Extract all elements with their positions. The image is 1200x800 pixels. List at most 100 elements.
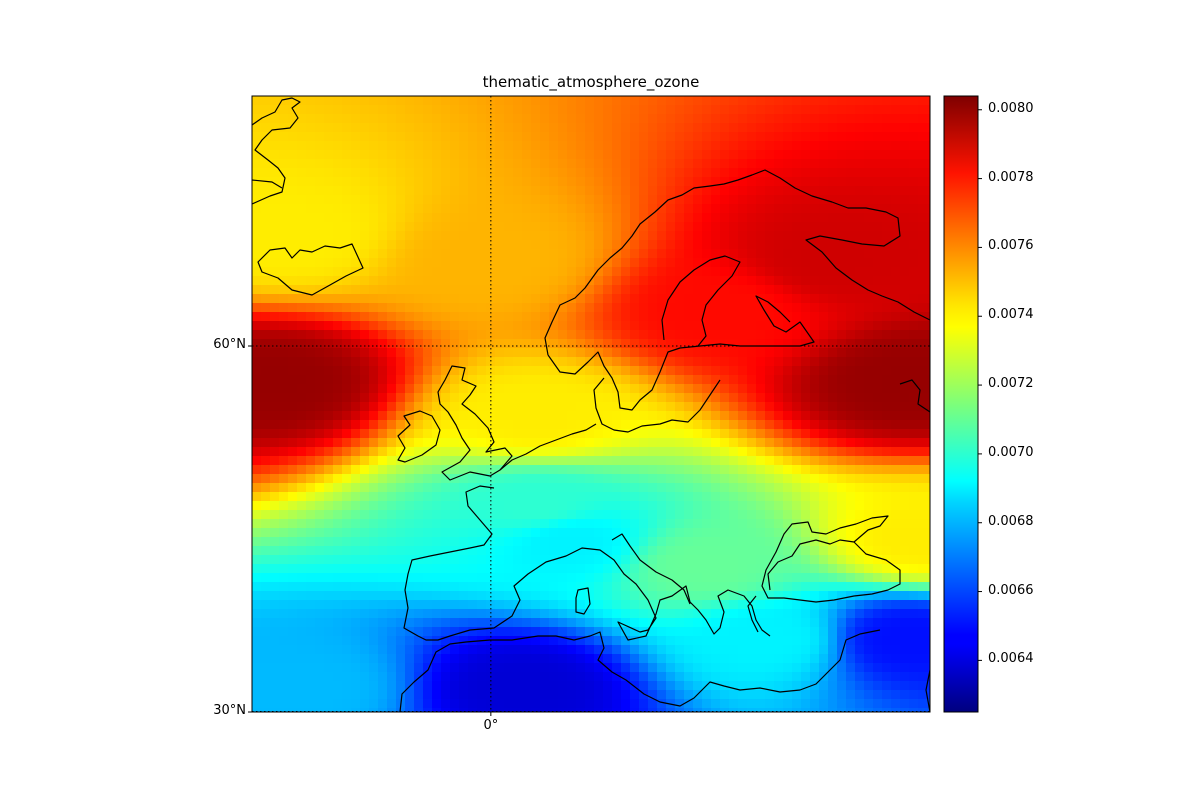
heatmap-cell: [522, 600, 532, 610]
heatmap-cell: [666, 627, 676, 637]
heatmap-cell: [783, 312, 793, 322]
heatmap-cell: [369, 204, 379, 214]
heatmap-cell: [297, 159, 307, 169]
heatmap-cell: [297, 249, 307, 259]
heatmap-cell: [306, 276, 316, 286]
heatmap-cell: [477, 339, 487, 349]
heatmap-cell: [891, 555, 901, 565]
heatmap-cell: [693, 159, 703, 169]
heatmap-cell: [882, 582, 892, 592]
heatmap-cell: [801, 582, 811, 592]
heatmap-cell: [261, 348, 271, 358]
heatmap-cell: [855, 132, 865, 142]
heatmap-cell: [693, 501, 703, 511]
heatmap-cell: [297, 222, 307, 232]
heatmap-cell: [819, 132, 829, 142]
heatmap-cell: [828, 510, 838, 520]
heatmap-cell: [684, 150, 694, 160]
heatmap-cell: [261, 582, 271, 592]
heatmap-cell: [261, 681, 271, 691]
heatmap-cell: [477, 537, 487, 547]
heatmap-cell: [387, 384, 397, 394]
heatmap-cell: [396, 150, 406, 160]
heatmap-cell: [711, 456, 721, 466]
heatmap-cell: [531, 654, 541, 664]
heatmap-cell: [441, 474, 451, 484]
heatmap-cell: [639, 411, 649, 421]
heatmap-cell: [621, 627, 631, 637]
heatmap-cell: [270, 636, 280, 646]
heatmap-cell: [828, 222, 838, 232]
heatmap-cell: [414, 123, 424, 133]
heatmap-cell: [855, 537, 865, 547]
heatmap-cell: [639, 528, 649, 538]
heatmap-cell: [306, 672, 316, 682]
heatmap-cell: [288, 447, 298, 457]
heatmap-cell: [351, 321, 361, 331]
heatmap-cell: [720, 159, 730, 169]
heatmap-cell: [567, 447, 577, 457]
heatmap-cell: [468, 105, 478, 115]
heatmap-cell: [783, 564, 793, 574]
heatmap-cell: [729, 186, 739, 196]
heatmap-cell: [774, 600, 784, 610]
heatmap-cell: [576, 366, 586, 376]
heatmap-cell: [747, 546, 757, 556]
heatmap-cell: [810, 357, 820, 367]
heatmap-cell: [738, 366, 748, 376]
heatmap-cell: [711, 510, 721, 520]
heatmap-cell: [657, 573, 667, 583]
heatmap-cell: [576, 294, 586, 304]
heatmap-cell: [900, 114, 910, 124]
heatmap-cell: [387, 204, 397, 214]
heatmap-cell: [261, 564, 271, 574]
heatmap-cell: [666, 456, 676, 466]
heatmap-cell: [549, 510, 559, 520]
heatmap-cell: [828, 456, 838, 466]
heatmap-cell: [792, 321, 802, 331]
heatmap-cell: [657, 123, 667, 133]
heatmap-cell: [495, 546, 505, 556]
heatmap-cell: [837, 285, 847, 295]
heatmap-cell: [603, 186, 613, 196]
heatmap-cell: [504, 204, 514, 214]
heatmap-cell: [837, 546, 847, 556]
heatmap-cell: [909, 402, 919, 412]
heatmap-cell: [549, 348, 559, 358]
heatmap-cell: [666, 465, 676, 475]
heatmap-cell: [387, 627, 397, 637]
heatmap-cell: [414, 267, 424, 277]
heatmap-cell: [252, 339, 262, 349]
heatmap-cell: [927, 483, 930, 493]
heatmap-cell: [918, 96, 928, 106]
heatmap-cell: [567, 411, 577, 421]
heatmap-cell: [261, 627, 271, 637]
heatmap-cell: [747, 249, 757, 259]
heatmap-cell: [279, 285, 289, 295]
heatmap-cell: [333, 240, 343, 250]
heatmap-cell: [270, 330, 280, 340]
heatmap-cell: [621, 465, 631, 475]
heatmap-cell: [441, 537, 451, 547]
heatmap-cell: [720, 393, 730, 403]
heatmap-cell: [855, 510, 865, 520]
heatmap-cell: [684, 654, 694, 664]
heatmap-cell: [801, 231, 811, 241]
heatmap-cell: [324, 105, 334, 115]
heatmap-cell: [855, 420, 865, 430]
heatmap-cell: [360, 519, 370, 529]
heatmap-cell: [810, 168, 820, 178]
heatmap-cell: [783, 555, 793, 565]
heatmap-cell: [477, 294, 487, 304]
heatmap-cell: [675, 96, 685, 106]
heatmap-cell: [585, 105, 595, 115]
heatmap-cell: [450, 465, 460, 475]
heatmap-cell: [747, 357, 757, 367]
heatmap-cell: [405, 402, 415, 412]
heatmap-cell: [486, 267, 496, 277]
heatmap-cell: [324, 456, 334, 466]
heatmap-cell: [918, 258, 928, 268]
heatmap-cell: [261, 474, 271, 484]
heatmap-cell: [594, 204, 604, 214]
heatmap-cell: [855, 546, 865, 556]
